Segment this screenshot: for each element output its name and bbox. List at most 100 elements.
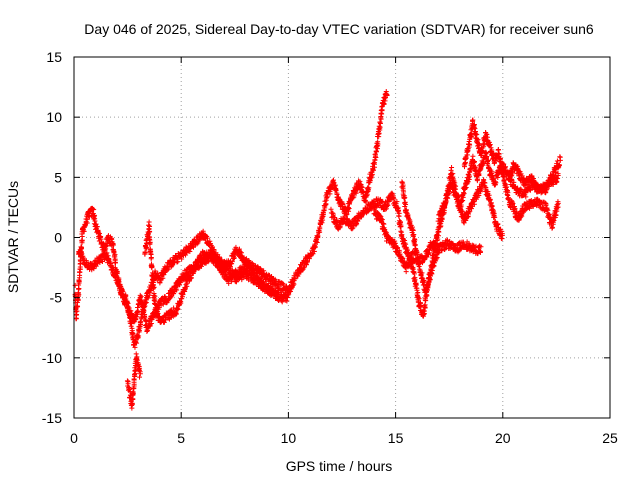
data-point bbox=[126, 305, 132, 311]
data-point bbox=[205, 259, 211, 265]
data-point bbox=[211, 247, 217, 253]
data-point bbox=[111, 248, 117, 254]
data-point bbox=[110, 264, 116, 270]
data-points bbox=[72, 88, 563, 411]
data-point bbox=[476, 245, 482, 251]
data-point bbox=[150, 279, 156, 285]
data-point bbox=[76, 286, 82, 292]
data-point bbox=[115, 278, 121, 284]
data-point bbox=[351, 194, 357, 200]
data-point bbox=[112, 252, 118, 258]
data-point bbox=[443, 199, 449, 205]
data-point bbox=[396, 210, 402, 216]
data-point bbox=[484, 154, 490, 160]
data-point bbox=[555, 175, 561, 181]
data-point bbox=[402, 195, 408, 201]
data-point bbox=[434, 254, 440, 260]
y-tick-label: 5 bbox=[54, 169, 62, 185]
data-point bbox=[544, 206, 550, 212]
data-point bbox=[410, 228, 416, 234]
data-point bbox=[345, 205, 351, 211]
data-point bbox=[511, 179, 517, 185]
data-point bbox=[492, 214, 498, 220]
data-point bbox=[426, 250, 432, 256]
data-point bbox=[424, 287, 430, 293]
data-point bbox=[425, 281, 431, 287]
data-point bbox=[394, 199, 400, 205]
data-point bbox=[435, 236, 441, 242]
data-point bbox=[137, 369, 143, 375]
data-point bbox=[229, 277, 235, 283]
data-point bbox=[79, 233, 85, 239]
data-point bbox=[292, 275, 298, 281]
data-point bbox=[543, 190, 549, 196]
x-tick-label: 20 bbox=[495, 430, 511, 446]
data-point bbox=[222, 258, 228, 264]
data-point bbox=[229, 259, 235, 265]
data-point bbox=[261, 271, 267, 277]
data-point bbox=[543, 202, 549, 208]
data-point bbox=[487, 141, 493, 147]
data-point bbox=[373, 148, 379, 154]
data-point bbox=[474, 176, 480, 182]
data-point bbox=[91, 206, 97, 212]
data-point bbox=[463, 184, 469, 190]
data-point bbox=[532, 180, 538, 186]
data-point bbox=[149, 265, 155, 271]
data-point bbox=[355, 218, 361, 224]
y-tick-label: 0 bbox=[54, 230, 62, 246]
data-point bbox=[510, 170, 516, 176]
data-point bbox=[407, 219, 413, 225]
data-point bbox=[419, 270, 425, 276]
data-point bbox=[315, 233, 321, 239]
data-point bbox=[488, 145, 494, 151]
data-point bbox=[397, 251, 403, 257]
data-point bbox=[175, 259, 181, 265]
data-point bbox=[337, 224, 343, 230]
data-point bbox=[279, 299, 285, 305]
data-point bbox=[499, 232, 505, 238]
data-point bbox=[411, 271, 417, 277]
data-point bbox=[478, 244, 484, 250]
data-point bbox=[137, 295, 143, 301]
data-point bbox=[350, 195, 356, 201]
data-point bbox=[332, 215, 338, 221]
data-point bbox=[246, 259, 252, 265]
data-point bbox=[104, 250, 110, 256]
data-point bbox=[551, 218, 557, 224]
data-point bbox=[284, 295, 290, 301]
data-point bbox=[416, 260, 422, 266]
data-point bbox=[488, 200, 494, 206]
data-point bbox=[75, 304, 81, 310]
data-point bbox=[470, 122, 476, 128]
data-point bbox=[455, 194, 461, 200]
data-point bbox=[435, 218, 441, 224]
data-point bbox=[470, 117, 476, 123]
data-point bbox=[502, 181, 508, 187]
data-point bbox=[436, 229, 442, 235]
data-point bbox=[474, 131, 480, 137]
data-point bbox=[518, 186, 524, 192]
data-point bbox=[481, 179, 487, 185]
y-axis-label: SDTVAR / TECUs bbox=[5, 181, 21, 293]
data-point bbox=[130, 397, 136, 403]
data-point bbox=[384, 93, 390, 99]
data-point bbox=[395, 207, 401, 213]
data-point bbox=[439, 248, 445, 254]
data-point bbox=[460, 194, 466, 200]
data-point bbox=[180, 291, 186, 297]
data-point bbox=[136, 328, 142, 334]
data-point bbox=[312, 244, 318, 250]
y-tick-label: 15 bbox=[46, 49, 62, 65]
data-point bbox=[161, 319, 167, 325]
y-tick-label: -15 bbox=[42, 410, 62, 426]
data-point bbox=[485, 157, 491, 163]
data-point bbox=[94, 224, 100, 230]
data-point bbox=[449, 180, 455, 186]
data-point bbox=[401, 195, 407, 201]
data-point bbox=[92, 218, 98, 224]
data-point bbox=[112, 260, 118, 266]
data-point bbox=[317, 226, 323, 232]
data-point bbox=[423, 298, 429, 304]
